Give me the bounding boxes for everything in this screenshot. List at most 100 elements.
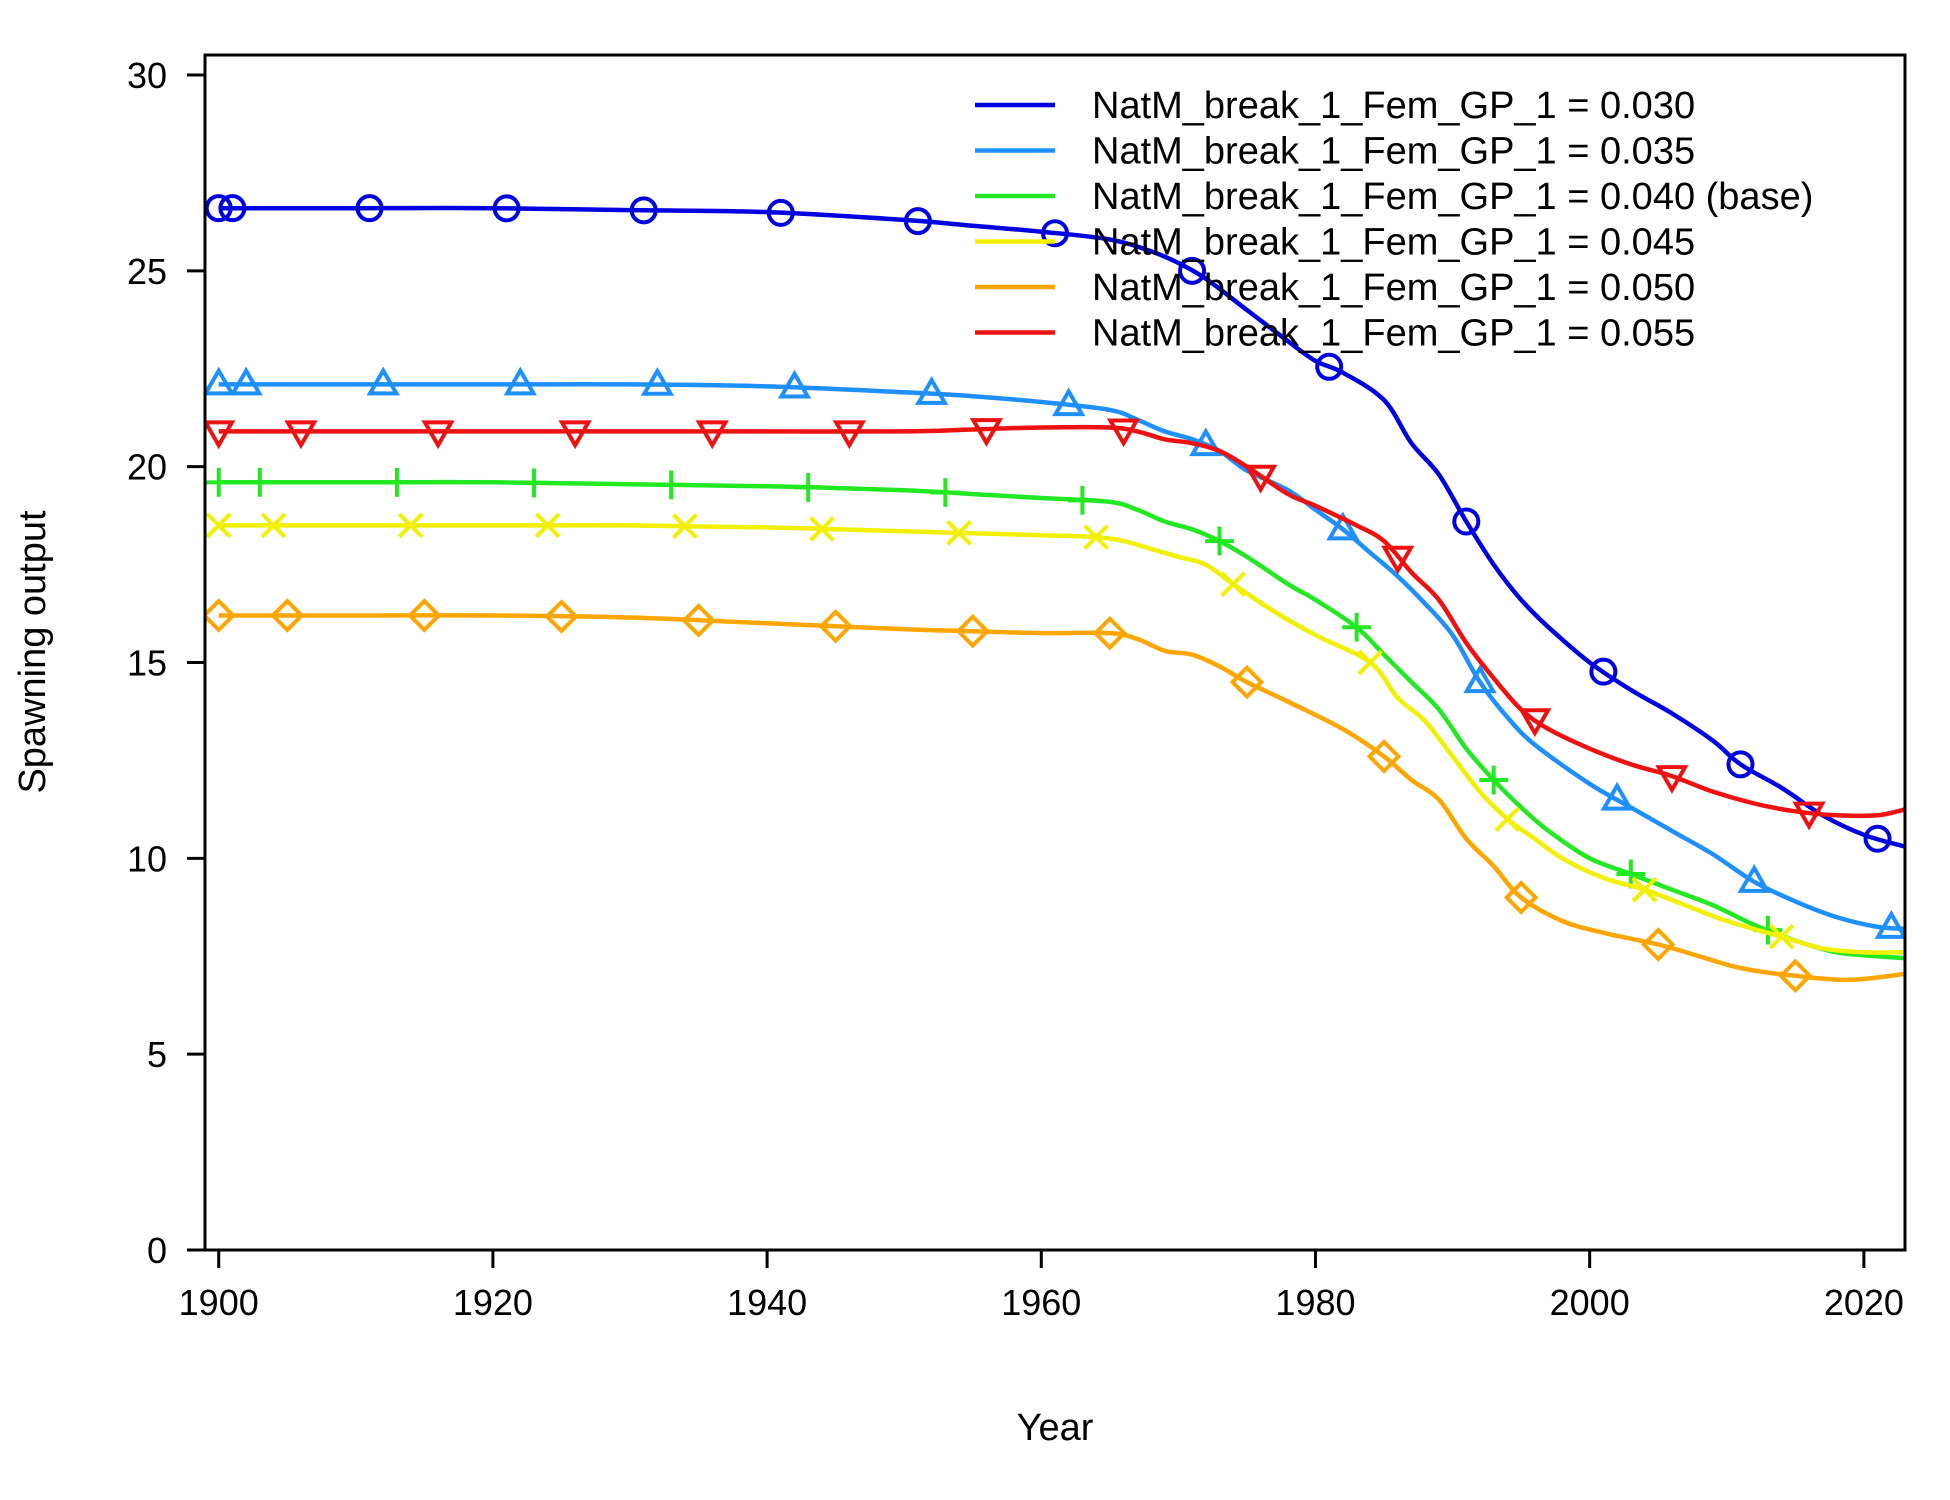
data-point (809, 516, 835, 542)
data-point (1106, 418, 1141, 448)
data-point (1229, 664, 1265, 700)
y-tick-label: 5 (147, 1034, 167, 1075)
data-point (1178, 256, 1207, 285)
data-point (1220, 571, 1247, 597)
data-point (1381, 545, 1415, 575)
y-tick-label: 30 (127, 55, 167, 96)
data-point (205, 366, 236, 396)
data-point (914, 376, 949, 405)
data-point (1518, 708, 1552, 738)
data-point (1874, 910, 1905, 939)
data-point (1083, 524, 1109, 550)
data-point (1315, 352, 1344, 381)
series-group (205, 418, 1905, 831)
data-point (245, 467, 275, 497)
data-point (1640, 927, 1676, 962)
x-tick-label: 1940 (727, 1282, 807, 1323)
data-point (1092, 615, 1128, 651)
data-point (205, 420, 236, 450)
data-point (681, 603, 716, 638)
data-point (695, 420, 729, 450)
data-point (397, 512, 424, 539)
data-point (1068, 485, 1097, 515)
legend-label: NatM_break_1_Fem_GP_1 = 0.040 (base) (1092, 176, 1813, 218)
y-axis: 0 5 10 15 20 25 30 (127, 55, 205, 1271)
data-point (1041, 219, 1069, 248)
data-point (1792, 801, 1826, 831)
data-point (218, 194, 247, 223)
data-point (1479, 765, 1509, 795)
data-point (1357, 649, 1384, 676)
y-tick-label: 0 (147, 1230, 167, 1271)
data-point (1243, 464, 1278, 494)
legend-item: NatM_break_1_Fem_GP_1 = 0.050 (975, 267, 1695, 309)
data-point (656, 470, 686, 500)
data-point (1494, 806, 1521, 832)
x-axis-title: Year (1017, 1407, 1094, 1449)
data-point (1655, 765, 1689, 794)
legend-item: NatM_break_1_Fem_GP_1 = 0.035 (975, 131, 1695, 173)
data-point (492, 194, 521, 223)
data-point (1342, 612, 1372, 642)
series-line (218, 613, 1905, 983)
data-point (1726, 750, 1755, 779)
data-point (640, 367, 675, 396)
series-group (205, 194, 1905, 853)
data-point (355, 194, 384, 223)
data-point (534, 512, 561, 539)
y-tick-label: 20 (127, 447, 167, 488)
legend-item: NatM_break_1_Fem_GP_1 = 0.055 (975, 313, 1695, 355)
series-line (218, 424, 1905, 819)
data-point (1778, 958, 1813, 994)
data-point (284, 420, 318, 450)
series-line (218, 382, 1905, 932)
legend-item: NatM_break_1_Fem_GP_1 = 0.040 (base) (975, 176, 1813, 218)
data-point (544, 599, 579, 634)
data-point (558, 420, 592, 450)
y-tick-label: 25 (127, 251, 167, 292)
legend-item: NatM_break_1_Fem_GP_1 = 0.030 (975, 85, 1695, 127)
data-point (205, 598, 236, 633)
data-point (766, 198, 795, 227)
data-point (1589, 657, 1618, 686)
data-point (832, 420, 867, 450)
data-point (1052, 387, 1086, 417)
legend-label: NatM_break_1_Fem_GP_1 = 0.050 (1092, 267, 1695, 309)
x-tick-label: 1920 (453, 1282, 533, 1323)
data-point (366, 366, 400, 396)
y-axis-title: Spawning output (12, 510, 54, 794)
data-point (946, 520, 972, 546)
data-point (382, 467, 412, 497)
data-point (205, 467, 234, 497)
data-point (229, 366, 263, 396)
plot-frame (203, 53, 1907, 1252)
data-point (818, 609, 853, 644)
data-point (1600, 781, 1634, 811)
legend-label: NatM_break_1_Fem_GP_1 = 0.035 (1092, 131, 1695, 173)
legend-item: NatM_break_1_Fem_GP_1 = 0.045 (975, 222, 1695, 264)
x-tick-label: 1960 (1001, 1282, 1081, 1323)
series-group (205, 598, 1905, 994)
legend-label: NatM_break_1_Fem_GP_1 = 0.045 (1092, 222, 1695, 264)
x-axis: 1900 1920 1940 1960 1980 2000 2020 (179, 1250, 1904, 1323)
series-group (205, 467, 1905, 961)
legend-label: NatM_break_1_Fem_GP_1 = 0.055 (1092, 313, 1695, 355)
data-point (1463, 664, 1497, 694)
data-point (793, 473, 823, 502)
x-tick-label: 1980 (1275, 1282, 1355, 1323)
data-point (1452, 507, 1481, 536)
data-point (955, 613, 990, 649)
data-point (270, 598, 305, 633)
y-tick-label: 10 (127, 838, 167, 879)
data-point (903, 207, 932, 236)
data-point (1631, 876, 1658, 903)
x-tick-label: 1900 (179, 1282, 259, 1323)
data-point (503, 366, 537, 396)
data-point (930, 478, 960, 507)
data-point (205, 512, 232, 539)
data-point (1366, 739, 1402, 774)
data-point (629, 196, 658, 225)
series-group (205, 366, 1905, 939)
data-point (421, 420, 455, 450)
